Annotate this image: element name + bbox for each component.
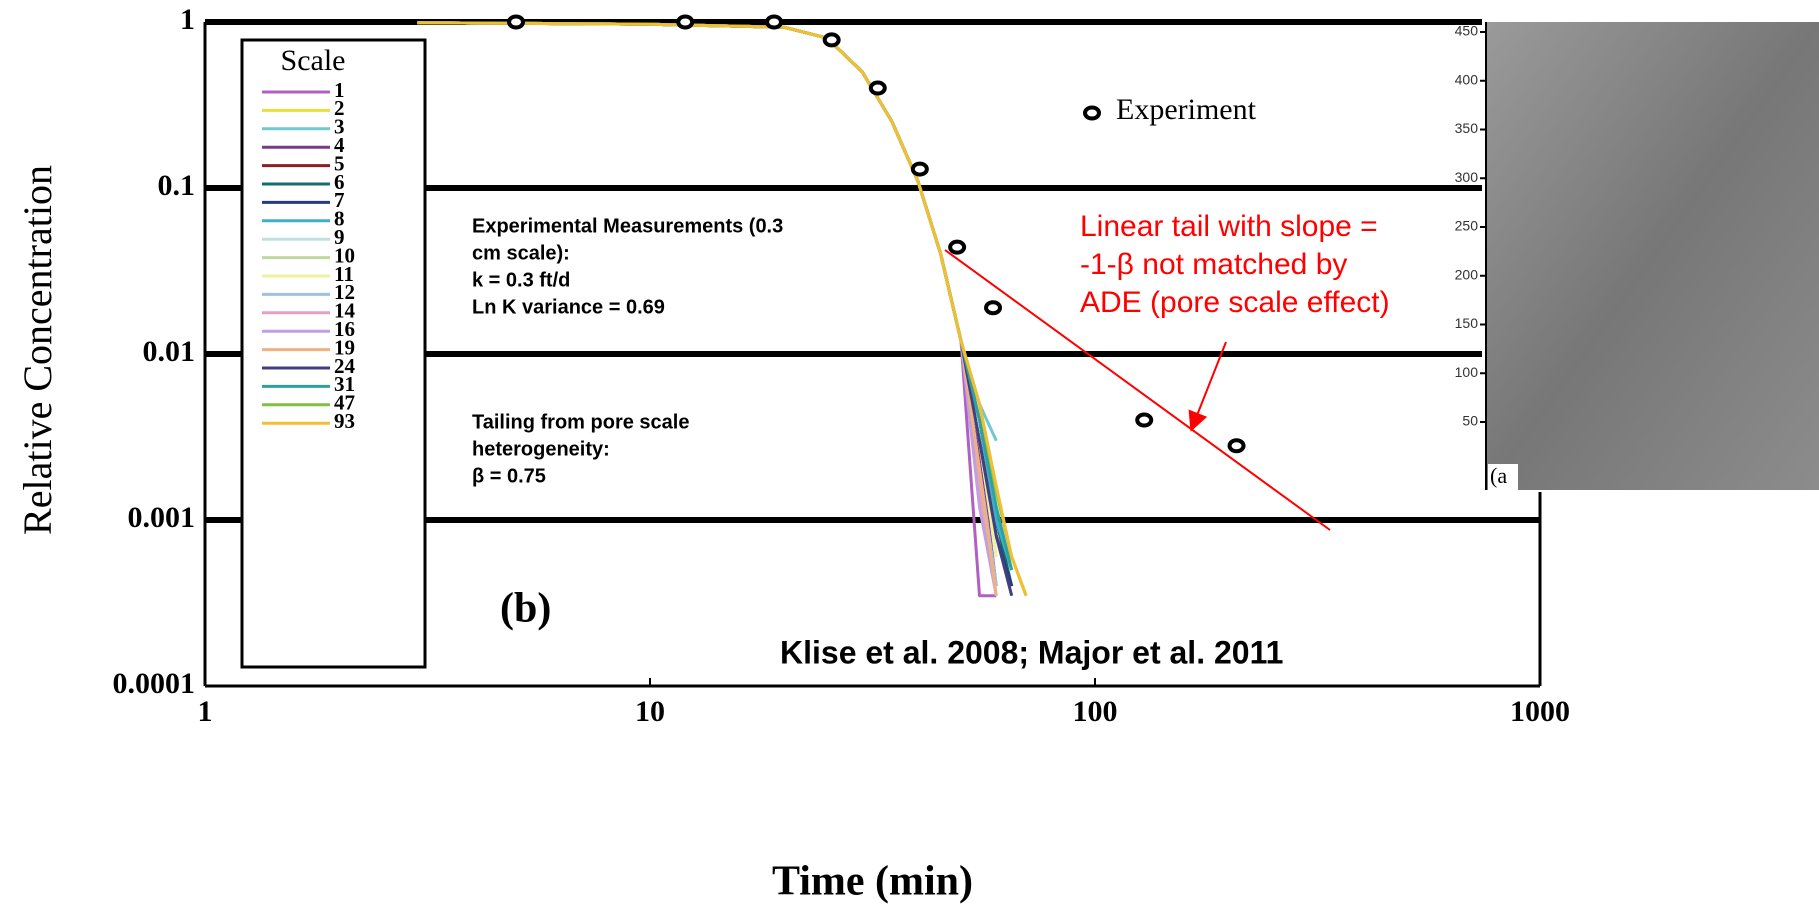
inset-tick-label: 450	[1455, 23, 1479, 39]
annotation: ADE (pore scale effect)	[1080, 286, 1390, 319]
x-tick-label: 100	[1073, 695, 1118, 728]
legend-label: 7	[334, 188, 345, 212]
legend-label: 14	[334, 299, 356, 323]
annotation: k = 0.3 ft/d	[472, 269, 570, 291]
experiment-point	[868, 80, 887, 96]
x-tick-label: 10	[635, 695, 665, 728]
legend-label: 19	[334, 335, 355, 359]
legend-label: 2	[334, 96, 345, 120]
experiment-point	[1135, 412, 1154, 428]
legend-label: 4	[334, 133, 345, 157]
inset-image	[1486, 22, 1819, 490]
inset-label-bg	[1488, 464, 1518, 490]
experiment-point	[676, 14, 695, 30]
legend-label: 47	[334, 391, 355, 415]
legend-marker	[1083, 105, 1101, 121]
experiment-point	[984, 300, 1003, 316]
legend-label: 8	[334, 207, 345, 231]
inset-tick-label: 400	[1455, 71, 1479, 87]
legend-label: 3	[334, 115, 345, 139]
experiment-point	[910, 161, 929, 177]
x-axis-label: Time (min)	[772, 859, 973, 905]
y-tick-label: 1	[180, 3, 195, 36]
legend-label: Experiment	[1116, 93, 1257, 126]
legend-box	[240, 38, 427, 669]
inset-tick-label: 200	[1455, 266, 1479, 282]
annotation: Klise et al. 2008; Major et al. 2011	[780, 634, 1283, 670]
annotation: β = 0.75	[472, 465, 546, 487]
inset-tick-label: 100	[1455, 364, 1479, 380]
arrow	[1188, 341, 1227, 432]
annotation: Tailing from pore scale	[472, 411, 689, 433]
legend-label: 6	[334, 170, 345, 194]
annotation: Linear tail with slope =	[1080, 210, 1378, 243]
inset-tick-label: 250	[1455, 218, 1479, 234]
experiment-point	[948, 239, 967, 255]
inset-tick-label: 350	[1455, 120, 1479, 136]
legend-label: 93	[334, 409, 355, 433]
annotation: Experimental Measurements (0.3	[472, 215, 783, 237]
experiment-point	[765, 14, 784, 30]
y-tick-label: 0.01	[143, 335, 196, 368]
legend-label: 1	[334, 78, 345, 102]
tail-line	[944, 249, 1331, 531]
inset-tick-label: 300	[1455, 169, 1479, 185]
y-tick-label: 0.0001	[113, 667, 196, 700]
y-tick-label: 0.001	[128, 501, 196, 534]
legend-title: Scale	[281, 44, 346, 77]
y-axis-label: Relative Concentration	[15, 165, 60, 535]
experiment-point	[822, 32, 841, 48]
experiment-point	[1227, 438, 1246, 454]
legend-label: 12	[334, 280, 355, 304]
legend-label: 9	[334, 225, 345, 249]
annotation: (b)	[500, 586, 551, 632]
legend-label: 24	[334, 354, 356, 378]
annotation: heterogeneity:	[472, 438, 610, 460]
legend-label: 16	[334, 317, 355, 341]
inset-tick-label: 150	[1455, 315, 1479, 331]
series-line	[417, 21, 1028, 597]
inset-label: (a	[1490, 463, 1507, 488]
annotation: Ln K variance = 0.69	[472, 296, 665, 318]
experiment-point	[507, 14, 526, 30]
x-tick-label: 1	[198, 695, 213, 728]
legend-label: 11	[334, 262, 354, 286]
legend-label: 10	[334, 243, 355, 267]
annotation: cm scale):	[472, 242, 570, 264]
x-tick-label: 1000	[1510, 695, 1570, 728]
annotation: -1-β not matched by	[1080, 248, 1347, 281]
inset-tick-label: 50	[1462, 413, 1478, 429]
legend-label: 5	[334, 151, 345, 175]
inset: (a 50 100 150 200 250 300 350 400 450	[1455, 14, 1819, 492]
legend-label: 31	[334, 372, 355, 396]
y-tick-label: 0.1	[158, 169, 196, 202]
